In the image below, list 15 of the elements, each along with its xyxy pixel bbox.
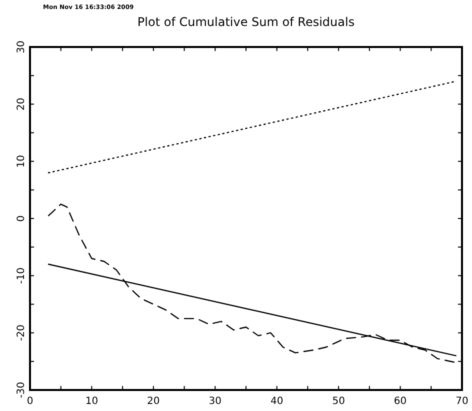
x-tick-label: 20 xyxy=(147,396,160,407)
y-tick-label: 30 xyxy=(16,40,27,54)
x-tick-label: 40 xyxy=(270,396,284,407)
x-tick-label: 30 xyxy=(208,396,222,407)
y-tick-label: -10 xyxy=(16,267,27,284)
x-tick-label: 60 xyxy=(394,396,407,407)
x-tick-label: 70 xyxy=(456,396,468,407)
x-tick-label: 50 xyxy=(332,396,345,407)
y-tick-label: -20 xyxy=(16,324,27,342)
chart-title: Plot of Cumulative Sum of Residuals xyxy=(137,15,355,29)
y-tick-label: 20 xyxy=(16,98,27,111)
x-tick-label: 10 xyxy=(85,396,98,407)
y-tick-label: -30 xyxy=(16,382,27,398)
y-tick-label: 0 xyxy=(16,215,27,222)
y-tick-label: 10 xyxy=(16,154,27,168)
